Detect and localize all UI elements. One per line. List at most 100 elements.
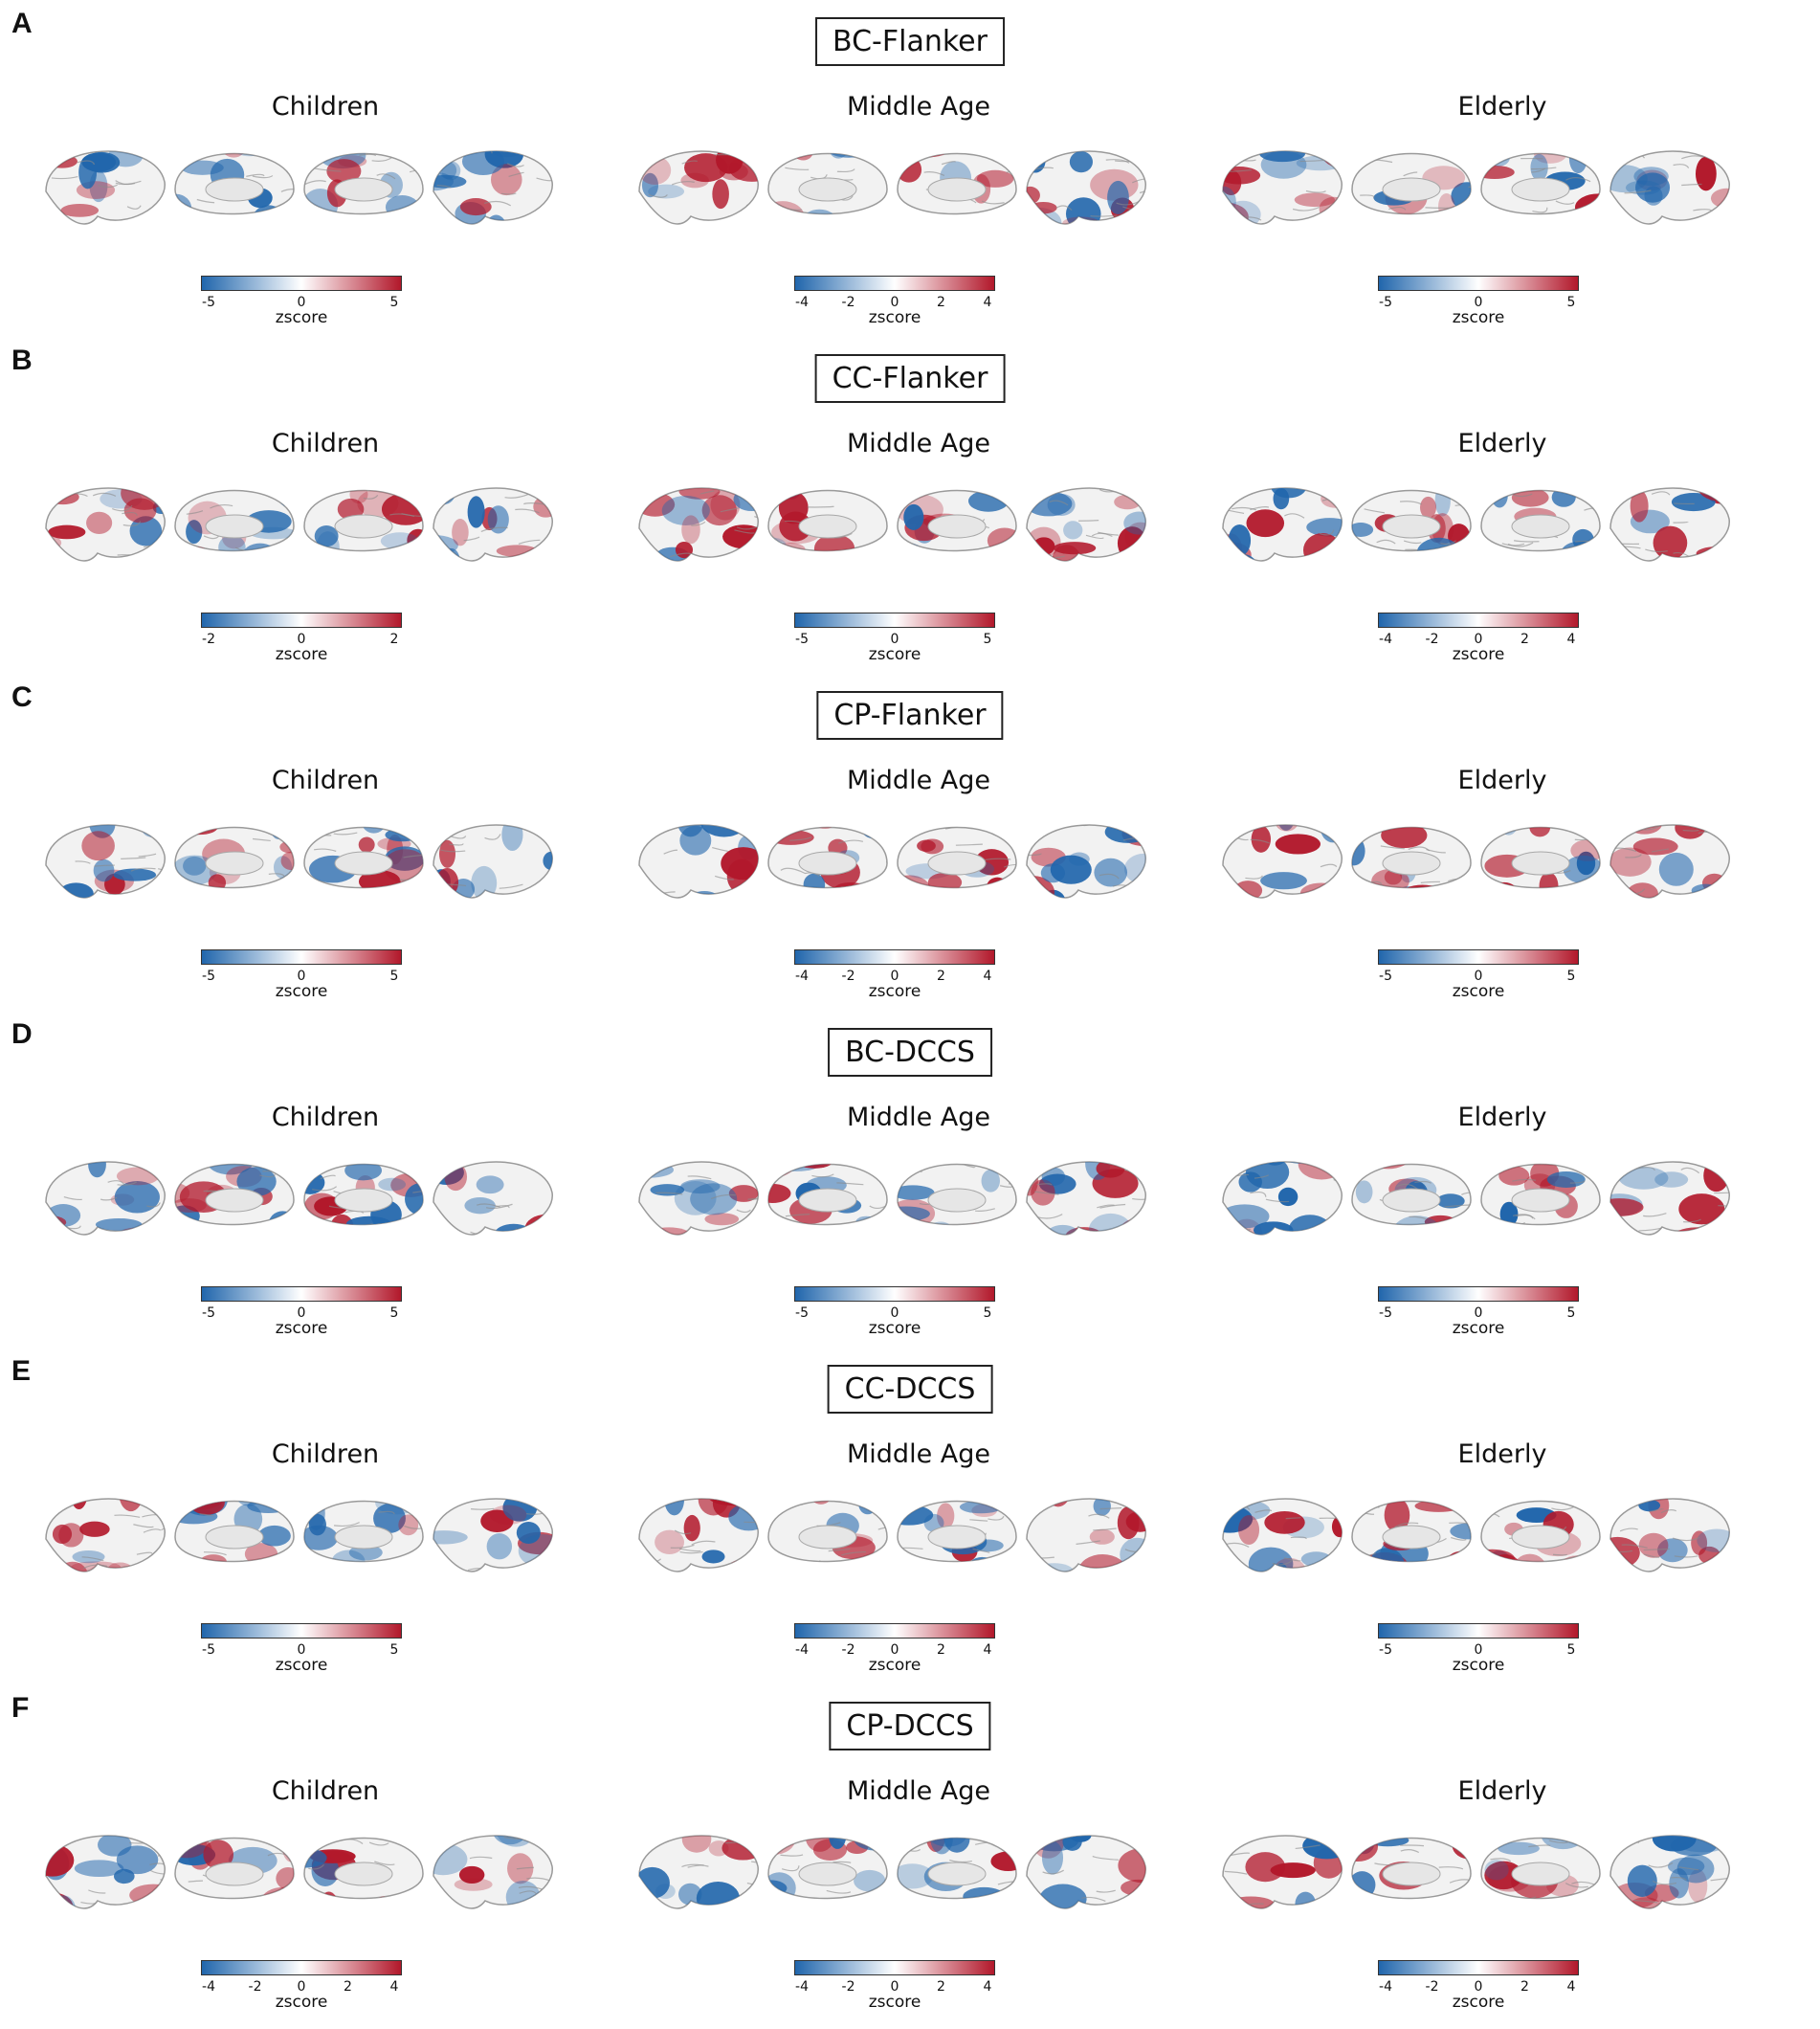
brain-surface-views — [1222, 824, 1730, 899]
panel-letter: C — [11, 681, 33, 713]
colorbar-tick-label: 4 — [1566, 632, 1576, 647]
lateral-brain-view-3 — [1026, 1498, 1146, 1572]
lateral-brain-view-3 — [433, 1835, 553, 1909]
colorbar-gradient — [201, 276, 402, 291]
panel-a: A BC-Flanker Children -5 0 5 zscore Middle Age -… — [0, 8, 1820, 345]
medial-brain-view-2 — [303, 152, 424, 215]
age-group-title: Middle Age — [847, 1776, 990, 1806]
colorbar: -5 0 5 zscore — [201, 1623, 402, 1681]
colorbar-tick-label: 0 — [297, 295, 306, 310]
lateral-brain-view-3 — [1609, 487, 1730, 562]
colorbar-tick-label: -5 — [1379, 969, 1392, 984]
colorbar-tick-label: -4 — [1379, 632, 1392, 647]
panel-c: C CP-Flanker Children -5 0 5 zscore Middle Age -… — [0, 681, 1820, 1018]
colorbar-gradient — [201, 1286, 402, 1302]
medial-brain-view-2 — [303, 489, 424, 552]
brain-surface-views — [1222, 150, 1730, 225]
colorbar-tick-label: -2 — [202, 632, 215, 647]
colorbar: -5 0 5 zscore — [201, 949, 402, 1007]
colorbar-tick-label: 2 — [937, 1642, 945, 1658]
colorbar-tick-label: 5 — [389, 969, 399, 984]
panel-title-box: CC-Flanker — [814, 354, 1006, 403]
age-group-title: Children — [271, 429, 380, 458]
panel-letter: D — [11, 1018, 33, 1050]
lateral-brain-view-0 — [1222, 824, 1343, 899]
brain-surface-views — [1222, 1835, 1730, 1909]
medial-brain-view-1 — [767, 826, 888, 889]
age-group-children: Children -5 0 5 zscore — [38, 1018, 612, 1355]
medial-brain-view-2 — [1480, 1163, 1601, 1226]
colorbar-tick-label: 0 — [297, 1642, 306, 1658]
medial-brain-view-2 — [1480, 152, 1601, 215]
brain-surface-views — [638, 487, 1146, 562]
panel-letter: A — [11, 8, 33, 39]
medial-brain-view-1 — [767, 489, 888, 552]
age-group-children: Children -5 0 5 zscore — [38, 681, 612, 1018]
medial-brain-view-2 — [897, 152, 1017, 215]
colorbar-tick-label: -5 — [202, 969, 215, 984]
panel-title-box: CP-DCCS — [829, 1702, 991, 1750]
lateral-brain-view-0 — [638, 824, 759, 899]
colorbar-label: zscore — [275, 1993, 328, 2012]
lateral-brain-view-0 — [1222, 1835, 1343, 1909]
age-group-title: Middle Age — [847, 1103, 990, 1132]
medial-brain-view-1 — [174, 1500, 295, 1563]
colorbar-tick-label: -5 — [1379, 1305, 1392, 1321]
age-group-title: Middle Age — [847, 92, 990, 122]
lateral-brain-view-0 — [45, 1835, 166, 1909]
colorbar-gradient — [1378, 276, 1579, 291]
colorbar-gradient — [794, 1623, 995, 1639]
medial-brain-view-1 — [1351, 152, 1472, 215]
age-group-elderly: Elderly -4 -2 0 2 4 zscore — [1215, 1692, 1789, 2029]
medial-brain-view-2 — [1480, 489, 1601, 552]
colorbar-gradient — [794, 1960, 995, 1975]
medial-brain-view-2 — [897, 489, 1017, 552]
medial-brain-view-1 — [767, 152, 888, 215]
colorbar-tick-label: 0 — [1474, 295, 1483, 310]
age-group-middle-age: Middle Age -4 -2 0 2 4 zscore — [632, 8, 1206, 345]
colorbar-tick-label: -5 — [1379, 1642, 1392, 1658]
colorbar-gradient — [1378, 613, 1579, 628]
colorbar-tick-label: 0 — [890, 295, 899, 310]
lateral-brain-view-0 — [638, 150, 759, 225]
colorbar-tick-label: -2 — [841, 1979, 855, 1995]
colorbar-tick-label: 4 — [983, 295, 992, 310]
medial-brain-view-1 — [174, 152, 295, 215]
colorbar-tick-label: 5 — [983, 1305, 992, 1321]
lateral-brain-view-3 — [1026, 487, 1146, 562]
brain-surface-views — [638, 1161, 1146, 1236]
age-group-title: Elderly — [1457, 1776, 1547, 1806]
medial-brain-view-2 — [1480, 1837, 1601, 1900]
colorbar-label: zscore — [275, 308, 328, 327]
lateral-brain-view-0 — [1222, 150, 1343, 225]
colorbar: -5 0 5 zscore — [794, 613, 995, 670]
colorbar-tick-label: -2 — [841, 295, 855, 310]
medial-brain-view-2 — [897, 1163, 1017, 1226]
brain-surface-views — [638, 1498, 1146, 1572]
colorbar: -4 -2 0 2 4 zscore — [794, 1960, 995, 2018]
colorbar-tick-label: 4 — [983, 1979, 992, 1995]
age-group-title: Elderly — [1457, 92, 1547, 122]
colorbar-tick-label: -5 — [202, 295, 215, 310]
colorbar-tick-label: 2 — [1520, 632, 1529, 647]
medial-brain-view-1 — [174, 489, 295, 552]
medial-brain-view-1 — [1351, 1837, 1472, 1900]
colorbar-label: zscore — [868, 645, 921, 664]
brain-surface-views — [638, 150, 1146, 225]
colorbar-tick-label: 0 — [890, 969, 899, 984]
age-group-title: Children — [271, 1439, 380, 1469]
colorbar-tick-label: 5 — [983, 632, 992, 647]
lateral-brain-view-3 — [1609, 1835, 1730, 1909]
lateral-brain-view-0 — [638, 1835, 759, 1909]
lateral-brain-view-3 — [433, 487, 553, 562]
panel-letter: E — [11, 1355, 32, 1387]
medial-brain-view-1 — [174, 1163, 295, 1226]
colorbar-label: zscore — [1452, 1319, 1505, 1338]
colorbar-tick-label: -4 — [795, 1642, 809, 1658]
age-group-middle-age: Middle Age -4 -2 0 2 4 zscore — [632, 1355, 1206, 1692]
colorbar-tick-label: 0 — [297, 1979, 306, 1995]
colorbar-tick-label: 0 — [1474, 1979, 1483, 1995]
lateral-brain-view-0 — [45, 1498, 166, 1572]
colorbar-gradient — [201, 1960, 402, 1975]
brain-surface-views — [638, 824, 1146, 899]
